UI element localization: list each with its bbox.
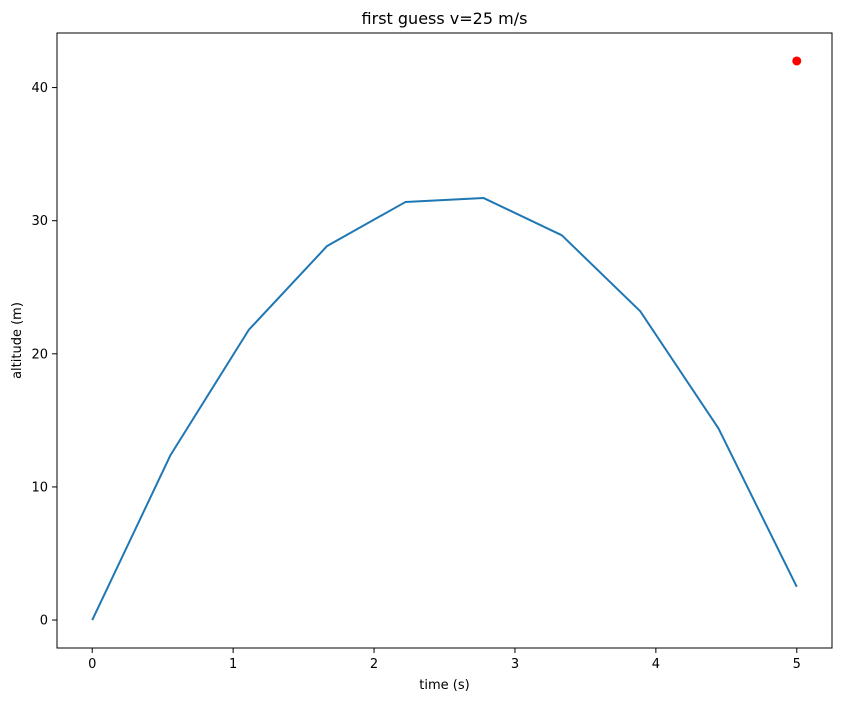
chart-title: first guess v=25 m/s	[362, 9, 528, 28]
x-tick-label-5: 5	[793, 657, 801, 672]
x-tick-label-3: 3	[511, 657, 519, 672]
ticks: 0 1 2 3 4 5 0 10 20 30 40	[31, 81, 800, 672]
series-line-0	[91, 197, 798, 621]
y-tick-label-3: 30	[31, 214, 48, 229]
x-axis-label: time (s)	[419, 678, 469, 693]
data-point-1-0	[792, 56, 802, 66]
x-tick-label-0: 0	[88, 657, 96, 672]
axes-frame	[56, 32, 833, 649]
y-tick-label-2: 20	[31, 347, 48, 362]
y-tick-label-1: 10	[31, 480, 48, 495]
y-tick-label-4: 40	[31, 81, 48, 96]
x-tick-label-4: 4	[652, 657, 660, 672]
y-axis-label: altitude (m)	[10, 302, 25, 379]
plot-area	[91, 56, 802, 621]
y-tick-label-0: 0	[40, 614, 48, 629]
x-tick-label-2: 2	[370, 657, 378, 672]
x-tick-label-1: 1	[229, 657, 237, 672]
